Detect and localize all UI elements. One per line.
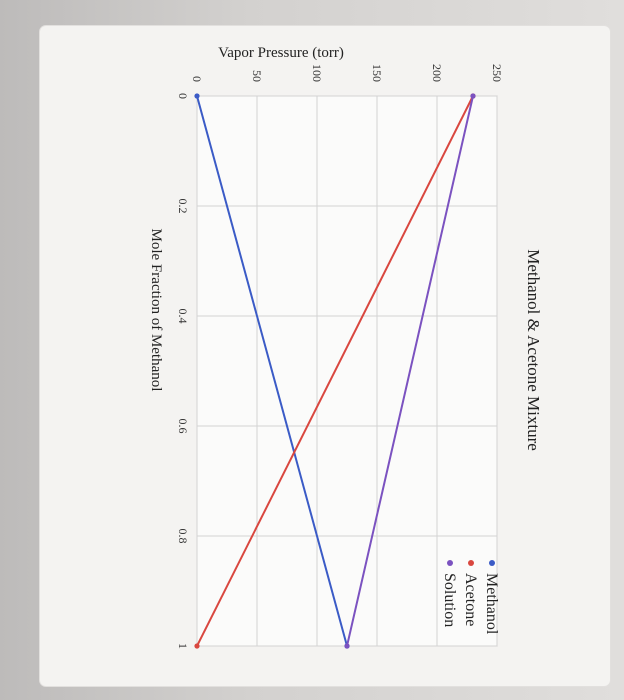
legend-marker-acetone (468, 560, 474, 566)
series-line-acetone (196, 95, 474, 647)
plot-ticks: 0 0.2 0.4 0.6 0.8 1 0 50 100 150 200 250 (176, 64, 504, 649)
y-tick-label: 0 (190, 76, 204, 82)
legend-label-acetone: Acetone (462, 573, 479, 626)
x-tick-label: 0.4 (176, 309, 190, 324)
plot-series (194, 93, 476, 649)
chart-title: Methanol & Acetone Mixture (524, 249, 543, 451)
y-tick-label: 150 (370, 64, 384, 82)
y-tick-label: 200 (430, 64, 444, 82)
legend-marker-methanol (489, 560, 495, 566)
legend-label-methanol: Methanol (483, 573, 500, 635)
y-tick-label: 250 (490, 64, 504, 82)
y-tick-label: 100 (310, 64, 324, 82)
x-axis-title: Mole Fraction of Methanol (148, 229, 164, 392)
y-tick-label: 50 (250, 70, 264, 82)
legend-label-solution: Solution (441, 573, 458, 627)
legend-marker-solution (447, 560, 453, 566)
data-point-solution (470, 93, 476, 99)
data-point-solution (344, 643, 350, 649)
x-tick-label: 0 (176, 93, 190, 99)
data-point-acetone (194, 643, 200, 649)
data-point-methanol (194, 93, 200, 99)
x-tick-label: 0.6 (176, 419, 190, 434)
plot-grid (196, 95, 498, 647)
series-line-methanol (196, 95, 348, 647)
x-tick-label: 0.2 (176, 199, 190, 214)
x-tick-label: 1 (176, 643, 190, 649)
x-tick-label: 0.8 (176, 529, 190, 544)
y-axis-title: Vapor Pressure (torr) (218, 45, 344, 61)
series-line-solution (346, 95, 474, 647)
